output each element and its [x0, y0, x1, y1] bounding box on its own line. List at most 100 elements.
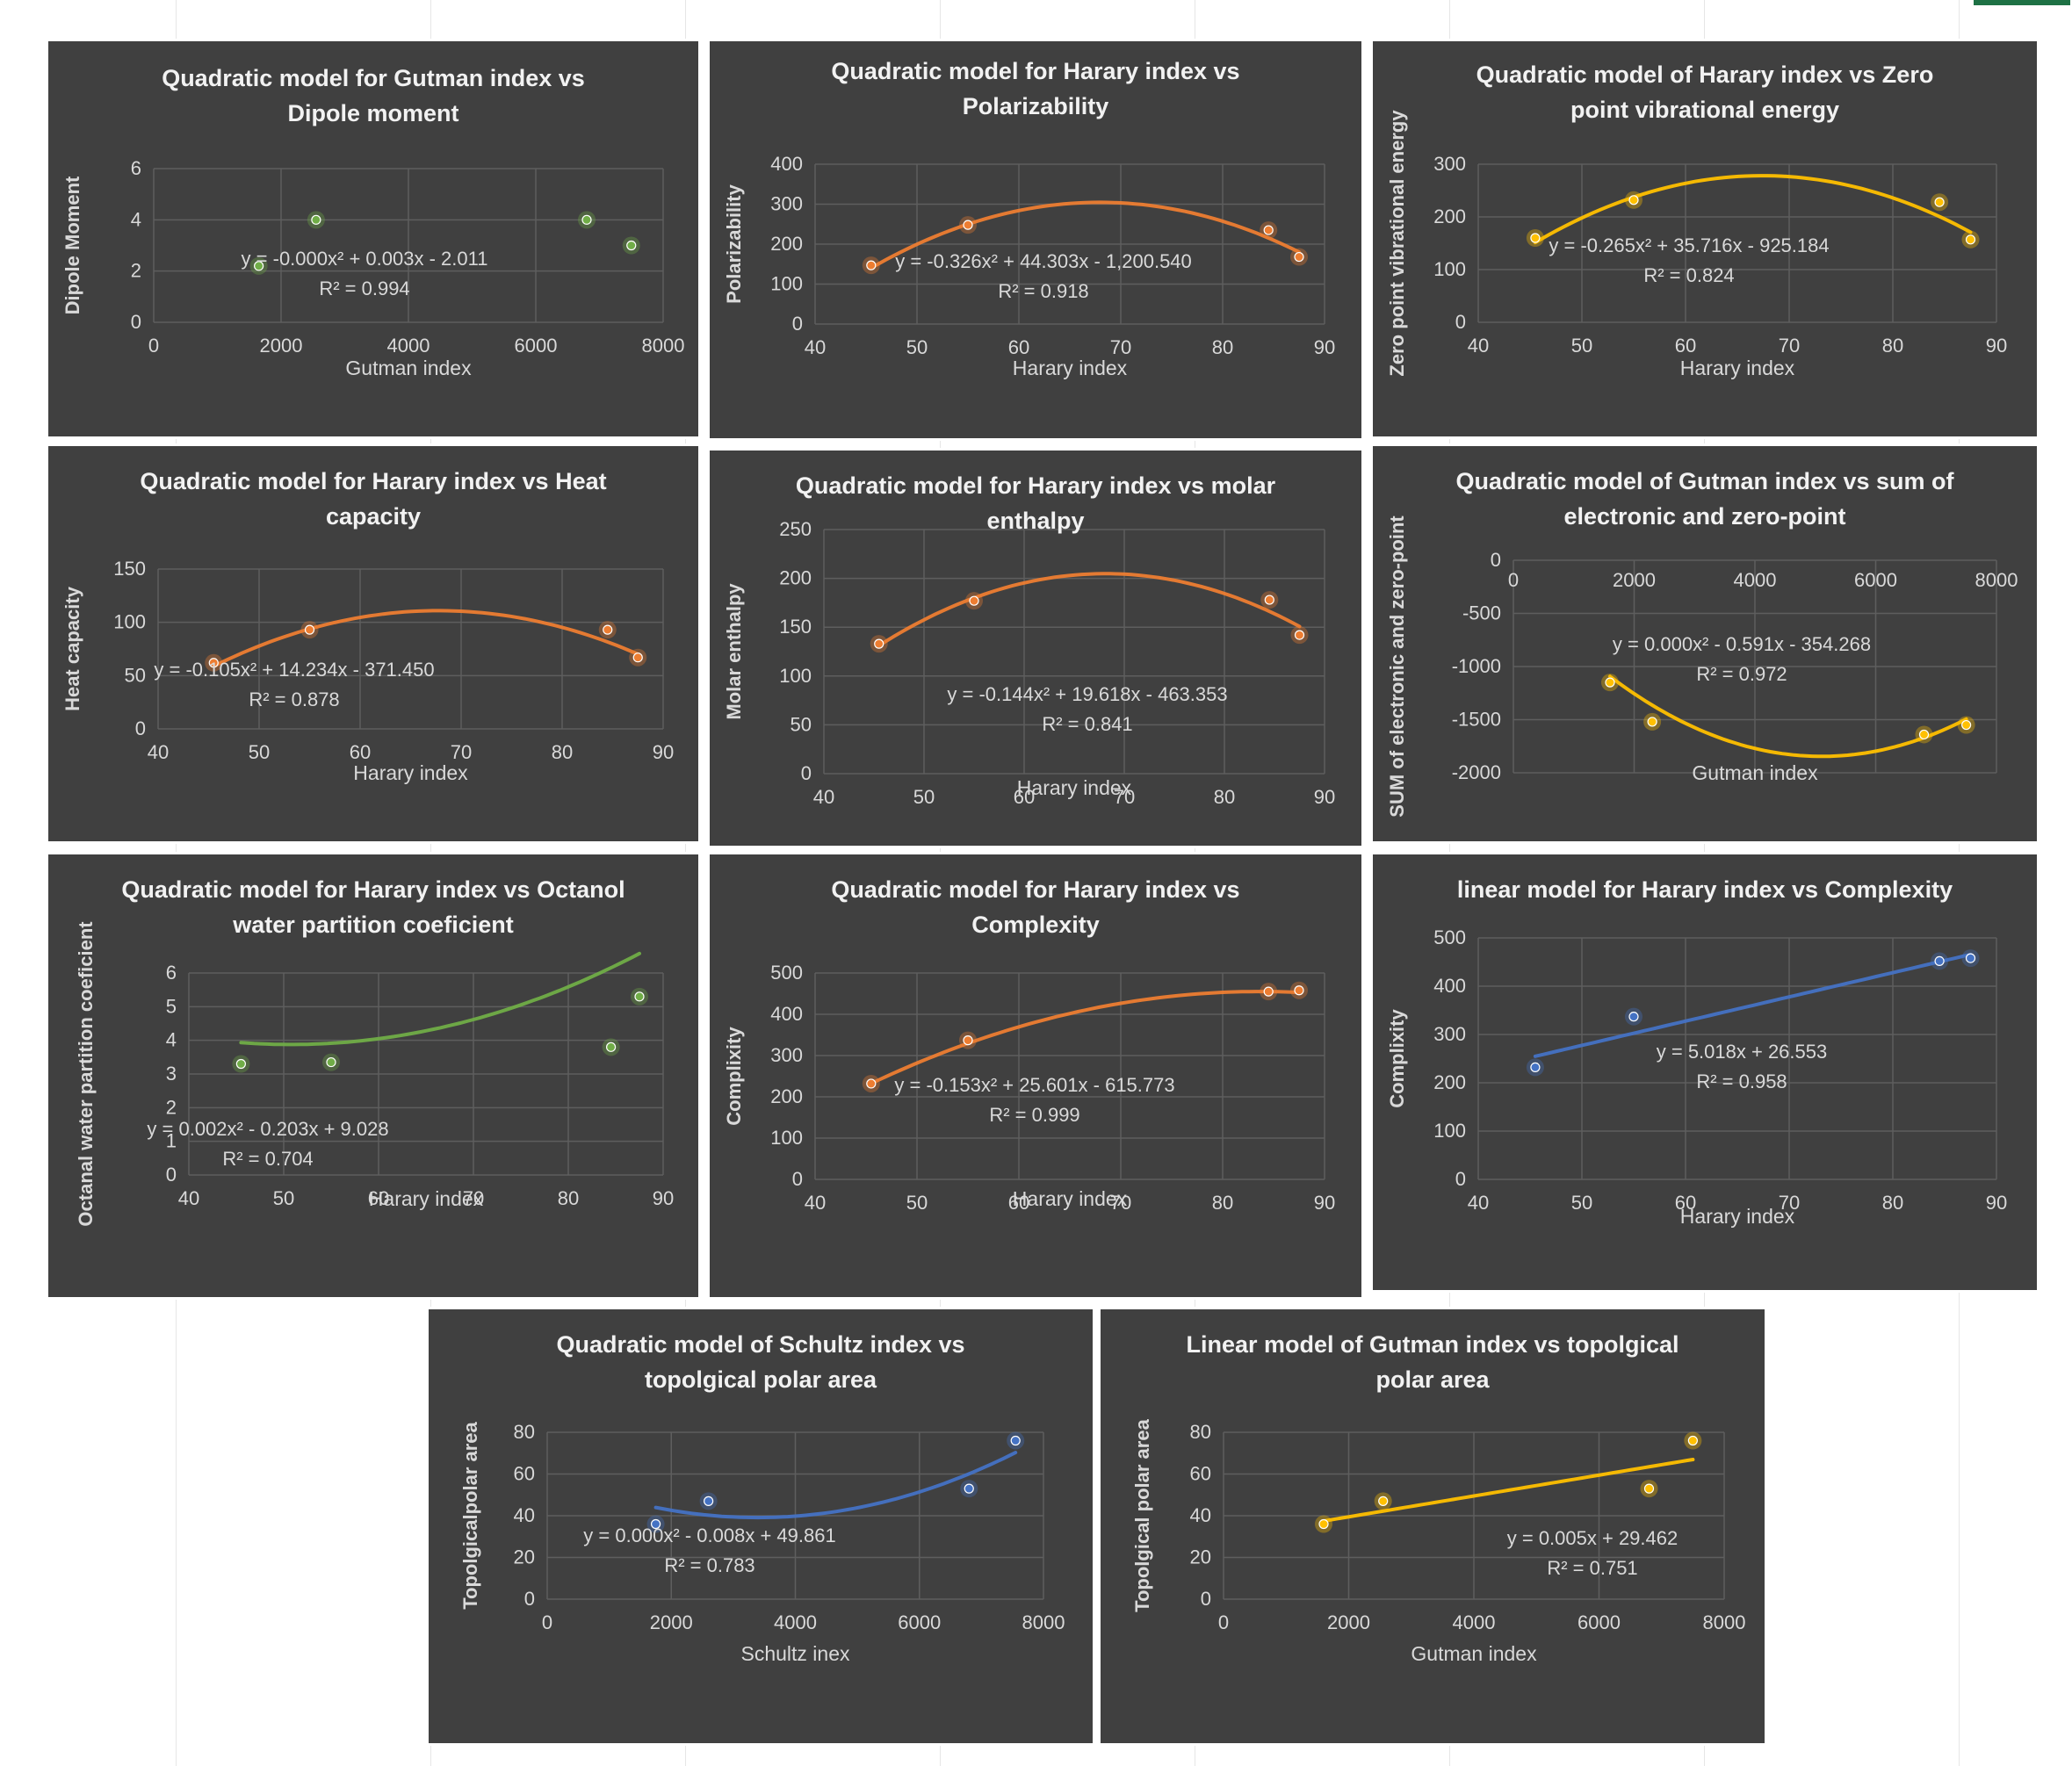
data-point — [1294, 985, 1304, 996]
y-tick-label: 0 — [1491, 549, 1501, 571]
y-axis-label: Topolgicalpolar area — [459, 1421, 481, 1609]
y-tick-label: 0 — [131, 311, 141, 333]
plot-svg: 0 20 40 60 80 0 2000 4000 6000 8000 Gutman index To… — [1131, 1418, 1746, 1665]
chart-harary-octanol[interactable]: 0 1 2 3 4 5 6 40 50 60 70 80 90 Harary index Octanal w… — [46, 852, 701, 1300]
x-axis-label: Harary index — [1013, 357, 1128, 379]
x-axis-label: Harary index — [1013, 1187, 1128, 1210]
x-tick-label: 40 — [1468, 1192, 1489, 1214]
chart-gutman-electronic-zero-point[interactable]: 0 -500 -1000 -1500 -2000 0 2000 4000 6000 8000 Gut… — [1370, 443, 2040, 844]
x-tick-label: 2000 — [1327, 1611, 1370, 1633]
x-tick-label: 70 — [463, 1187, 484, 1209]
x-tick-label: 60 — [1008, 336, 1029, 358]
data-point — [1530, 1062, 1541, 1072]
r-squared: R² = 0.704 — [222, 1148, 313, 1170]
x-tick-label: 40 — [1468, 335, 1489, 357]
y-tick-label: 0 — [1455, 1168, 1466, 1190]
data-point — [605, 1042, 617, 1052]
y-tick-label: 100 — [1433, 1120, 1466, 1142]
chart-harary-molar-enthalpy[interactable]: 0 50 100 150 200 250 40 50 60 70 80 90 Harary index M… — [707, 448, 1364, 848]
chart-gutman-dipole[interactable]: 0 2 4 6 0 2000 4000 6000 8000 Gutman index Dipole … — [46, 39, 701, 439]
y-tick-label: 0 — [135, 717, 146, 739]
x-axis-label: Harary index — [1680, 1205, 1795, 1228]
y-tick-label: 100 — [779, 665, 812, 687]
x-tick-label: 80 — [552, 741, 573, 763]
data-point — [626, 240, 637, 251]
trendline — [1608, 674, 1968, 759]
r-squared: R² = 0.783 — [664, 1554, 754, 1576]
y-tick-label: 3 — [166, 1063, 177, 1085]
data-point — [1263, 225, 1274, 235]
data-point — [326, 1056, 336, 1068]
x-tick-label: 70 — [1779, 335, 1800, 357]
chart-harary-complexity-quadratic[interactable]: 0 100 200 300 400 500 40 50 60 70 80 90 Harary index… — [707, 852, 1364, 1300]
plot-svg: 0 100 200 300 400 500 40 50 60 70 80 90 Harary index… — [723, 962, 1335, 1214]
data-point — [634, 991, 645, 1002]
y-axis-label: Complixity — [1386, 1009, 1408, 1108]
x-tick-label: 8000 — [1703, 1611, 1746, 1633]
x-tick-label: 80 — [558, 1187, 579, 1209]
y-tick-label: 0 — [1455, 311, 1466, 333]
y-tick-label: 400 — [1433, 975, 1466, 997]
chart-harary-complexity-linear[interactable]: 0 100 200 300 400 500 40 50 60 70 80 90 Harary index… — [1370, 852, 2040, 1293]
x-tick-label: 80 — [1214, 786, 1235, 808]
data-point — [1294, 251, 1304, 263]
x-tick-label: 50 — [1571, 1192, 1592, 1214]
data-point — [1918, 729, 1930, 740]
y-tick-label: 0 — [166, 1164, 177, 1186]
x-tick-label: 70 — [1110, 336, 1131, 358]
trendline — [1533, 174, 1973, 245]
data-point — [963, 220, 973, 230]
y-tick-label: 5 — [166, 995, 177, 1017]
r-squared: R² = 0.999 — [989, 1104, 1079, 1126]
chart-title: Quadratic model for Harary index vs Compl… — [831, 876, 1240, 938]
y-axis-label: Octanal water partition coeficient — [75, 921, 97, 1227]
trendline — [869, 200, 1301, 270]
data-point — [1643, 1483, 1655, 1494]
data-point — [1961, 719, 1972, 731]
data-point — [603, 624, 613, 635]
data-point — [632, 652, 643, 663]
data-point — [1628, 195, 1639, 205]
trend-equation: y = -0.265x² + 35.716x - 925.184 — [1549, 234, 1829, 256]
chart-harary-polarizability[interactable]: 0 100 200 300 400 40 50 60 70 80 90 Harary index Pol… — [707, 39, 1364, 441]
y-tick-label: -1000 — [1452, 655, 1501, 677]
data-point — [874, 638, 884, 649]
chart-title: Quadratic model of Gutman index vs sum o… — [1455, 468, 1954, 530]
chart-harary-heat-capacity[interactable]: 0 50 100 150 40 50 60 70 80 90 Harary index Heat ca… — [46, 443, 701, 844]
y-axis-label: Molar enthalpy — [723, 583, 745, 720]
y-tick-label: 200 — [1433, 205, 1466, 227]
x-tick-label: 50 — [1571, 335, 1592, 357]
y-tick-label: -2000 — [1452, 761, 1501, 783]
chart-harary-zpve[interactable]: 0 100 200 300 40 50 60 70 80 90 Harary index Zero p… — [1370, 39, 2040, 439]
x-tick-label: 50 — [906, 336, 928, 358]
data-point — [254, 261, 264, 271]
x-tick-label: 6000 — [515, 335, 558, 357]
plot-svg: 0 100 200 300 40 50 60 70 80 90 Harary index Zero p… — [1386, 110, 2007, 379]
data-point — [208, 658, 219, 668]
x-tick-label: 4000 — [1734, 569, 1777, 591]
plot-svg: 0 -500 -1000 -1500 -2000 0 2000 4000 6000 8000 Gut… — [1386, 515, 2018, 818]
data-point — [1264, 595, 1274, 605]
y-tick-label: 20 — [1190, 1546, 1211, 1568]
chart-schultz-tpsa[interactable]: 0 20 40 60 80 0 2000 4000 6000 8000 Schultz inex To… — [426, 1307, 1095, 1746]
data-point — [1965, 234, 1976, 245]
x-tick-label: 40 — [805, 336, 826, 358]
x-tick-label: 0 — [1218, 1611, 1229, 1633]
x-axis-label: Harary index — [369, 1187, 484, 1210]
data-point — [581, 214, 592, 225]
x-tick-label: 8000 — [1022, 1611, 1065, 1633]
x-tick-label: 40 — [178, 1187, 199, 1209]
y-tick-label: -500 — [1462, 602, 1501, 624]
y-tick-label: 0 — [524, 1588, 535, 1610]
x-tick-label: 90 — [653, 1187, 674, 1209]
y-axis-label: Polarizability — [723, 184, 745, 303]
y-tick-label: 50 — [791, 713, 812, 735]
y-tick-label: 80 — [514, 1421, 535, 1443]
y-tick-label: 60 — [514, 1463, 535, 1485]
x-tick-label: 90 — [1314, 336, 1335, 358]
y-tick-label: 40 — [1190, 1504, 1211, 1526]
x-tick-label: 90 — [1314, 786, 1335, 808]
y-tick-label: 0 — [1201, 1588, 1211, 1610]
chart-gutman-tpsa[interactable]: 0 20 40 60 80 0 2000 4000 6000 8000 Gutman index To… — [1098, 1307, 1767, 1746]
trend-equation: y = -0.153x² + 25.601x - 615.773 — [894, 1074, 1174, 1096]
